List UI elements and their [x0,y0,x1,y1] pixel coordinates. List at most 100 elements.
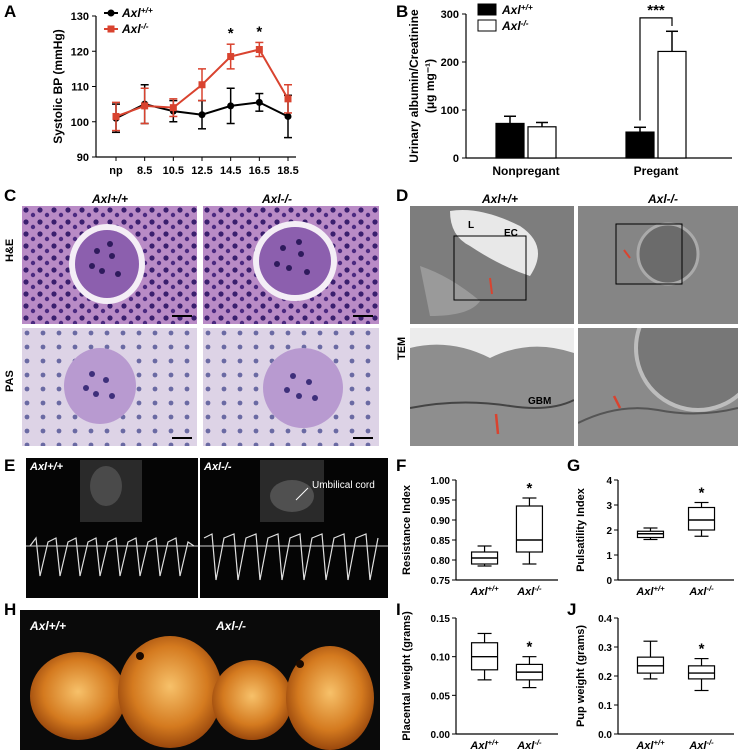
y-tick-label: 0.4 [598,614,612,625]
x-category-label: Nonpregant [492,164,559,178]
doppler-title-ko: Axl-/- [203,461,232,473]
box [687,506,716,531]
embryo-title-ko: Axl-/- [215,619,246,633]
panel-letter-j: J [567,600,577,619]
legend-label-ko: Axl-/- [121,21,149,36]
placental-weight-box-plot: 0.00 0.05 0.10 0.15 Placental weight (grams)… [401,611,558,752]
y-tick-label: 100 [71,117,89,129]
x-category-label: Pregant [634,164,679,178]
y-tick-label: 0.85 [431,536,451,547]
y-axis-label: Resistance Index [401,484,413,575]
x-category-label: Axl+/+ [635,584,665,598]
pulsatility-index-box-plot: 0 1 2 3 4 Pulsatility Index Axl+/+ Axl-/- * [575,476,734,598]
y-tick-label: 200 [441,57,459,69]
resistance-index-box-plot: 0.75 0.80 0.85 0.90 0.95 1.00 Resistance Index… [401,476,558,598]
panel-letter-h: H [4,600,17,619]
doppler-title-wt: Axl+/+ [29,461,64,473]
x-tick-label: 18.5 [277,165,298,177]
data-point [227,102,235,110]
systolic-bp-line-chart: 90 100 110 120 130 np 8.5 10.5 12.5 14.5 16.5 18.5 S… [51,5,299,177]
he-micrograph-wt [22,206,197,324]
panel-letter-f: F [396,456,407,475]
y-tick-label: 300 [441,9,459,21]
doppler-ultrasound-ko: Umbilical cord Axl-/- [200,458,388,598]
x-tick-label: 8.5 [137,165,152,177]
y-tick-label: 0.75 [431,576,451,587]
he-title-ko: Axl-/- [262,192,292,206]
data-point [198,81,206,89]
significance-marker: * [527,480,533,497]
panel-letter-i: I [396,600,401,619]
data-point [227,53,235,61]
y-tick-label: 0 [606,576,612,587]
embryo-photograph: Axl+/+ Axl-/- [20,610,380,750]
he-row-label: H&E [4,238,16,262]
significance-marker: * [527,639,533,656]
data-point [112,112,120,120]
y-axis-label: Pulsatility Index [575,487,587,572]
box [636,656,665,674]
he-micrograph-ko [203,206,379,324]
y-tick-label: 0.0 [598,730,612,741]
y-axis-label: Placental weight (grams) [401,611,413,741]
significance-marker: *** [647,2,665,19]
data-point [198,111,206,119]
panel-letter-c: C [4,186,17,205]
y-tick-label: 110 [71,82,89,94]
x-category-label: Axl-/- [516,738,542,752]
pup-weight-box-plot: 0.0 0.1 0.2 0.3 0.4 Pup weight (grams) Axl+/+ A… [575,614,734,752]
legend-swatch-ko [477,19,497,32]
tem-micrograph-wt-low: L EC [410,206,574,324]
y-axis-label: Urinary albumin/Creatinine [407,9,421,163]
y-tick-label: 3 [606,501,612,512]
bar [495,122,525,159]
significance-marker: * [699,485,705,502]
panel-letter-b: B [396,2,409,21]
y-tick-label: 1 [606,551,612,562]
x-category-label: Axl-/- [516,584,542,598]
y-tick-label: 0.1 [598,701,612,712]
y-tick-label: 90 [77,152,89,164]
significance-marker: * [699,641,705,658]
x-tick-label: 16.5 [249,165,270,177]
tem-row-label: TEM [396,336,408,360]
y-tick-label: 0.10 [431,653,451,664]
x-tick-label: 14.5 [220,165,241,177]
box [687,665,716,680]
y-tick-label: 0.05 [431,691,451,702]
bar [657,50,687,159]
box [515,505,544,553]
x-category-label: Axl-/- [688,584,714,598]
data-point [169,104,177,112]
data-point [284,95,292,103]
legend-marker-ko [107,25,115,33]
y-tick-label: 0 [453,153,459,165]
x-category-label: Axl-/- [688,738,714,752]
tem-title-wt: Axl+/+ [482,192,519,206]
tem-micrograph-wt-high: GBM [410,328,574,446]
legend-marker-wt [107,9,115,17]
pas-micrograph-ko [203,328,379,446]
x-category-label: Axl+/+ [469,584,499,598]
data-point [255,45,263,53]
y-axis-label: Pup weight (grams) [575,625,587,727]
significance-bracket [639,17,673,121]
doppler-ultrasound-wt: Axl+/+ [26,458,198,598]
y-tick-label: 0.95 [431,496,451,507]
legend-label-ko: Axl-/- [501,18,529,33]
pas-row-label: PAS [4,370,16,392]
albumin-creatinine-bar-chart: 0 100 200 300 Urinary albumin/Creatinine (μg … [407,2,732,178]
panel-letter-d: D [396,186,409,205]
x-category-label: Axl+/+ [635,738,665,752]
y-tick-label: 0.3 [598,643,612,654]
y-axis-label-units: (μg mg⁻¹) [423,59,437,113]
x-tick-label: np [109,165,123,177]
tem-micrograph-ko-high [578,328,738,446]
legend-label-wt: Axl+/+ [501,2,533,17]
y-tick-label: 0.2 [598,672,612,683]
panel-letter-a: A [4,2,17,21]
significance-marker: * [256,23,262,40]
x-tick-label: 12.5 [191,165,212,177]
umbilical-cord-label: Umbilical cord [312,480,375,491]
bar [625,131,655,159]
